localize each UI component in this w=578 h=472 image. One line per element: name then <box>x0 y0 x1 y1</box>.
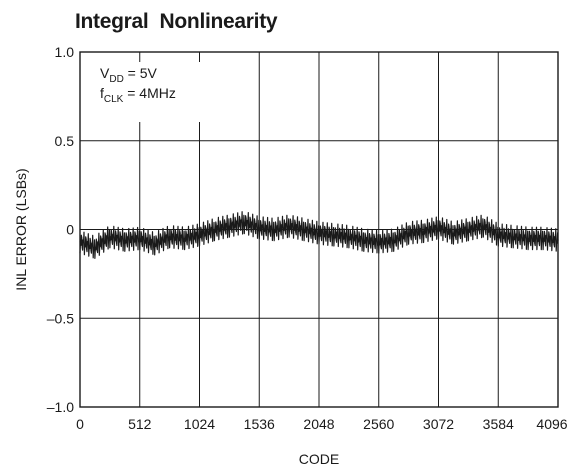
inl-data-point <box>169 236 171 238</box>
inl-data-point <box>437 227 440 229</box>
inl-data-point <box>94 246 96 248</box>
y-tick-label: –1.0 <box>47 399 74 415</box>
x-tick-labels: 0 512 1024 1536 2048 2560 3072 3584 4096 <box>76 416 568 432</box>
y-tick-label: 0 <box>66 222 74 238</box>
y-tick-label: 1.0 <box>55 44 75 60</box>
x-tick-label: 1536 <box>244 416 275 432</box>
x-axis-label: CODE <box>299 451 339 467</box>
y-tick-labels: 1.0 0.5 0 –0.5 –1.0 <box>47 44 74 415</box>
inl-data-point <box>183 237 186 239</box>
inl-data-point <box>422 230 425 232</box>
inl-data-point <box>243 221 245 223</box>
inl-series-line <box>79 211 559 259</box>
inl-data-point <box>467 228 469 231</box>
x-tick-label: 3584 <box>483 416 514 432</box>
x-tick-label: 2560 <box>363 416 394 432</box>
inl-data-point <box>333 234 335 236</box>
inl-data-point <box>139 237 141 239</box>
y-tick-label: –0.5 <box>47 310 74 326</box>
inl-data-point <box>378 241 380 243</box>
y-tick-label: 0.5 <box>55 133 75 149</box>
inl-data-point <box>258 227 260 229</box>
inl-data-point <box>348 236 350 238</box>
chart-title: Integral Nonlinearity <box>75 10 278 33</box>
inl-data-point <box>124 239 126 241</box>
x-tick-label: 2048 <box>303 416 334 432</box>
inl-data-point <box>318 232 320 234</box>
x-tick-label: 1024 <box>184 416 215 432</box>
annotation-text: VDD = 5V <box>100 65 158 85</box>
inl-data-point <box>288 225 290 227</box>
inl-data-point <box>273 228 275 231</box>
plot-frame <box>79 51 559 408</box>
inl-data-point <box>393 239 395 241</box>
inl-data-point <box>109 236 111 238</box>
y-axis-label: INL ERROR (LSBs) <box>13 168 29 290</box>
inl-data-point <box>527 237 529 239</box>
x-tick-label: 512 <box>128 416 152 432</box>
inl-data-point <box>303 228 305 231</box>
inl-data-point <box>482 225 484 227</box>
inl-data-point <box>228 225 230 227</box>
series-group <box>79 211 559 259</box>
inl-data-point <box>452 232 455 234</box>
inl-data-point <box>363 239 365 241</box>
inl-data-point <box>408 232 410 234</box>
x-tick-label: 4096 <box>536 416 567 432</box>
inl-data-point <box>542 237 544 239</box>
inl-data-point <box>198 234 201 236</box>
inl-data-point <box>497 234 499 236</box>
x-tick-label: 0 <box>76 416 84 432</box>
inl-data-point <box>154 243 156 245</box>
inl-data-point <box>213 228 216 231</box>
x-tick-label: 3072 <box>423 416 454 432</box>
annotation-text: fCLK = 4MHz <box>100 85 176 105</box>
annotation-background <box>95 62 207 122</box>
inl-data-point <box>512 236 514 238</box>
